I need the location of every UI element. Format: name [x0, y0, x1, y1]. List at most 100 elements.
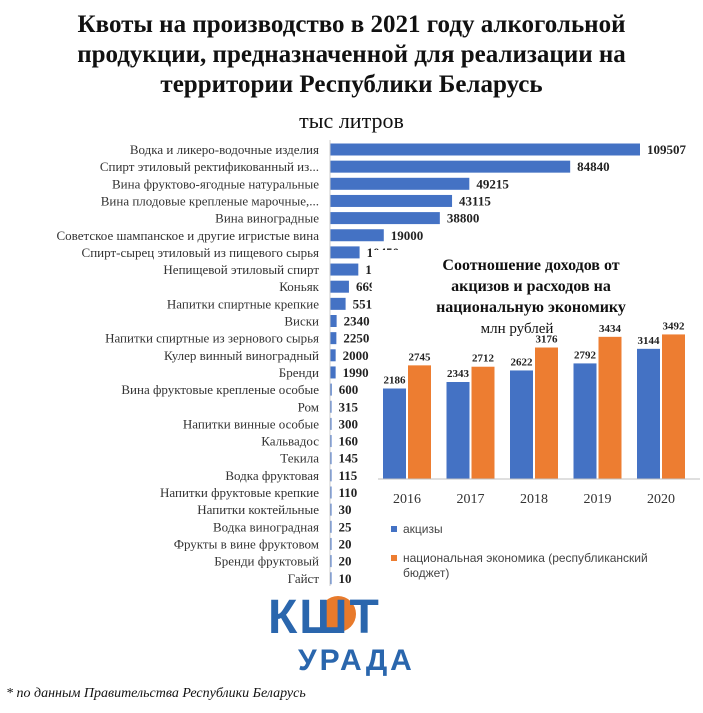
hbar-category-label: Водка и ликеро-водочные изделия [130, 142, 319, 157]
column-bar-economy [598, 336, 622, 479]
hbar-category-label: Виски [284, 314, 319, 329]
hbar-value-label: 20 [339, 554, 352, 569]
hbar-bar [330, 143, 640, 156]
column-value-label: 2343 [447, 368, 470, 380]
hbar-value-label: 25 [339, 519, 353, 534]
legend-label: бюджет) [403, 566, 449, 580]
hbar-bar [330, 177, 470, 190]
hbar-category-label: Вина плодовые крепленые марочные,... [101, 193, 319, 208]
legend-swatch [391, 526, 397, 532]
hbar-bar [330, 400, 332, 413]
hbar-category-label: Водка виноградная [213, 519, 319, 534]
chart-title: Квоты на производство в 2021 году алкого… [0, 10, 703, 100]
inset-title-line: акцизов и расходов на [451, 278, 611, 295]
hbar-bar [330, 160, 571, 173]
coin-mark-icon [320, 596, 356, 632]
column-category-label: 2018 [520, 492, 548, 507]
column-value-label: 2792 [574, 349, 597, 361]
hbar-category-label: Гайст [288, 571, 320, 586]
column-bar-excise [383, 388, 406, 479]
hbar-value-label: 2000 [343, 348, 369, 363]
hbar-category-label: Вина виноградные [215, 211, 319, 226]
legend-label: акцизы [403, 522, 443, 536]
footnote: * по данным Правительства Республики Бел… [6, 686, 306, 701]
hbar-value-label: 19000 [391, 228, 424, 243]
hbar-bar [330, 229, 384, 242]
hbar-category-label: Бренди фруктовый [214, 554, 319, 569]
logo-text-top: КШТ [268, 591, 381, 644]
column-value-label: 2745 [409, 351, 432, 363]
hbar-bar [330, 280, 349, 293]
hbar-category-label: Напитки коктейльные [197, 502, 319, 517]
hbar-category-label: Напитки винные особые [183, 416, 319, 431]
hbar-value-label: 300 [339, 416, 359, 431]
hbar-value-label: 145 [339, 451, 359, 466]
column-bar-economy [535, 347, 558, 479]
hbar-category-label: Водка фруктовая [225, 468, 319, 483]
hbar-bar [330, 263, 359, 276]
hbar-value-label: 2340 [344, 314, 370, 329]
column-value-label: 2712 [472, 353, 495, 365]
hbar-bar [330, 503, 332, 516]
hbar-category-label: Напитки фруктовые крепкие [160, 485, 319, 500]
column-category-label: 2016 [393, 492, 421, 507]
hbar-bar [330, 194, 453, 207]
column-value-label: 3492 [663, 320, 686, 332]
hbar-bar [330, 417, 332, 430]
column-bar-excise [573, 363, 597, 479]
legend-label: национальная экономика (республиканский [403, 551, 648, 565]
column-category-label: 2017 [457, 492, 485, 507]
hbar-category-label: Бренди [279, 365, 319, 380]
unit-label: тыс литров [299, 108, 404, 133]
inset-unit-label: млн рублей [481, 321, 554, 337]
hbar-value-label: 109507 [647, 142, 687, 157]
hbar-category-label: Вина фруктовые крепленые особые [121, 382, 319, 397]
hbar-category-label: Советское шампанское и другие игристые в… [57, 228, 320, 243]
title-line-3: территории Республики Беларусь [160, 71, 543, 98]
column-category-label: 2019 [584, 492, 612, 507]
hbar-value-label: 20 [339, 536, 352, 551]
column-bar-excise [510, 370, 533, 479]
hbar-bar [330, 332, 337, 345]
hbar-category-label: Вина фруктово-ягодные натуральные [112, 176, 319, 191]
column-bar-excise [637, 348, 660, 479]
legend-swatch [391, 555, 397, 561]
hbar-value-label: 49215 [476, 176, 509, 191]
column-value-label: 3434 [599, 323, 622, 335]
inset-title-line: Соотношение доходов от [442, 257, 619, 274]
hbar-bar [330, 486, 332, 499]
column-category-label: 2020 [647, 492, 675, 507]
hbar-value-label: 84840 [577, 159, 610, 174]
column-value-label: 3144 [638, 335, 661, 347]
column-value-label: 2622 [511, 356, 534, 368]
hbar-bar [330, 537, 332, 550]
hbar-bar [330, 572, 332, 585]
column-bar-excise [446, 381, 470, 479]
hbar-value-label: 10 [339, 571, 352, 586]
hbar-value-label: 38800 [447, 211, 480, 226]
hbar-category-label: Спирт этиловый ректификованный из... [100, 159, 319, 174]
hbar-bar [330, 452, 332, 465]
kosht-urada-logo: КШТ УРАДА [268, 590, 448, 685]
hbar-bar [330, 246, 360, 259]
hbar-bar [330, 315, 337, 327]
hbar-category-label: Кальвадос [261, 434, 319, 449]
hbar-category-label: Фрукты в вине фруктовом [174, 536, 319, 551]
column-value-label: 2186 [384, 374, 407, 386]
hbar-bar [330, 520, 332, 533]
column-value-label: 3176 [536, 334, 559, 346]
hbar-category-label: Спирт-сырец этиловый из пищевого сырья [82, 245, 319, 260]
hbar-bar [330, 555, 332, 568]
hbar-value-label: 315 [339, 399, 359, 414]
hbar-value-label: 600 [339, 382, 359, 397]
hbar-value-label: 1990 [343, 365, 369, 380]
hbar-bar [330, 349, 336, 362]
column-bar-economy [471, 366, 495, 479]
title-line-1: Квоты на производство в 2021 году алкого… [77, 11, 626, 38]
hbar-value-label: 110 [339, 485, 358, 500]
hbar-bar [330, 435, 332, 448]
hbar-category-label: Коньяк [279, 279, 319, 294]
hbar-bar [330, 212, 440, 225]
column-bar-economy [662, 334, 685, 479]
hbar-category-label: Ром [298, 399, 319, 414]
